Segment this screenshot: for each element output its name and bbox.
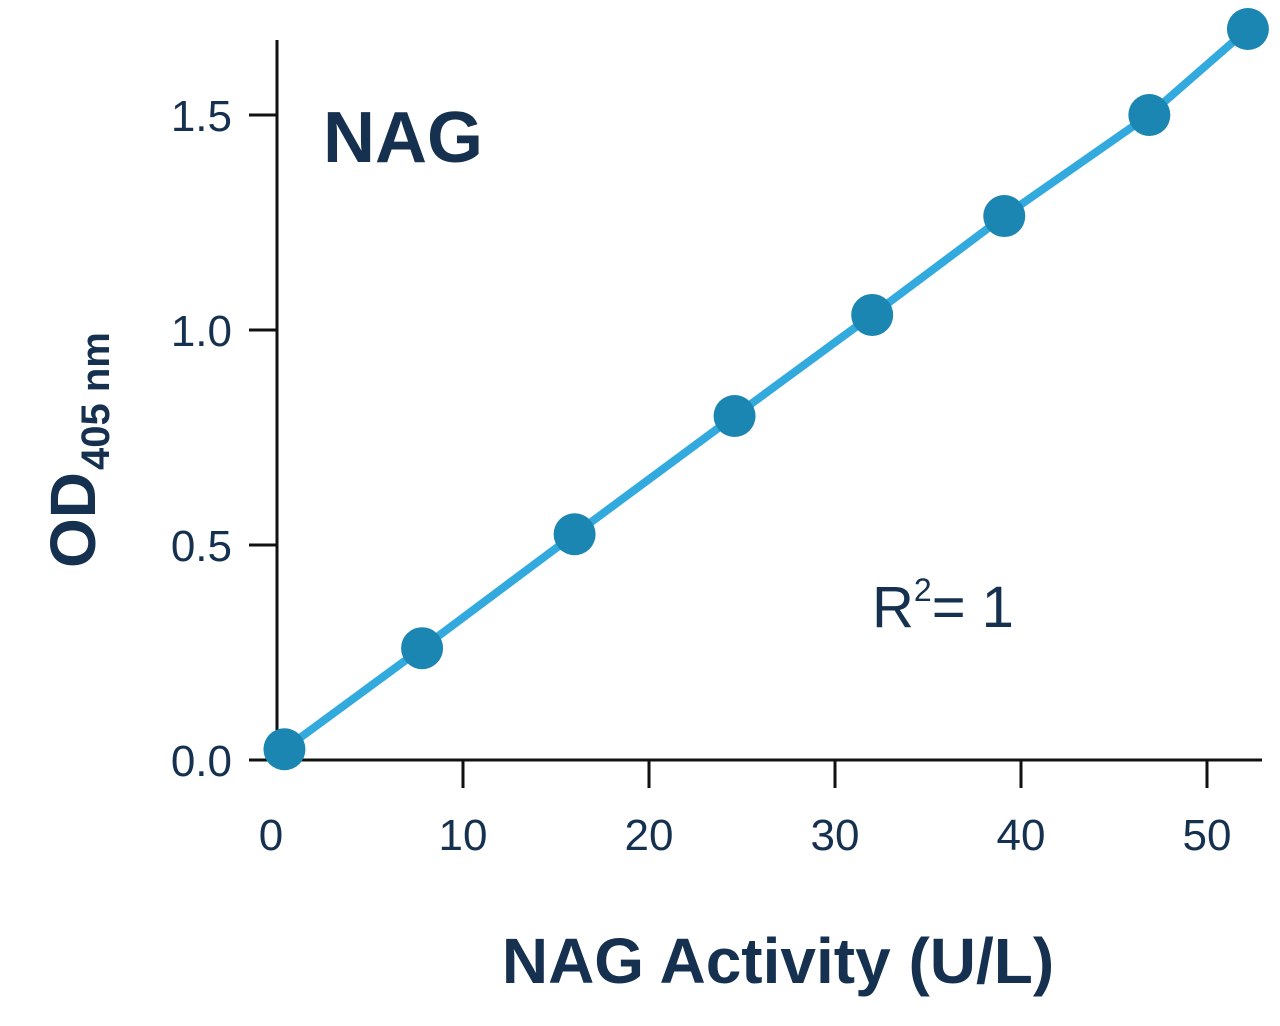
data-point (553, 513, 596, 556)
chart-title: NAG (323, 98, 483, 178)
data-point (851, 293, 894, 336)
y-axis-title: OD405 nm (37, 332, 118, 568)
y-tick-label: 0.0 (171, 737, 232, 786)
data-point (401, 627, 444, 670)
y-tick-label: 1.5 (171, 92, 232, 141)
x-axis-title: NAG Activity (U/L) (502, 925, 1054, 997)
r-squared-annotation: R2= 1 (872, 572, 1014, 640)
x-tick-label: 30 (811, 811, 860, 860)
y-tick-label: 0.5 (171, 522, 232, 571)
data-point (713, 395, 756, 437)
data-point (1128, 94, 1171, 136)
series-line (280, 25, 1252, 754)
data-point (1226, 8, 1269, 50)
x-ticks: 0 10 20 30 40 50 (259, 760, 1232, 860)
x-tick-label: 10 (439, 811, 488, 860)
x-tick-label: 40 (997, 811, 1046, 860)
y-axis-title-subscript: 405 nm (74, 332, 118, 470)
x-tick-label: 50 (1183, 811, 1232, 860)
r-squared-superscript: 2 (914, 572, 932, 608)
r-squared-base: R (872, 575, 914, 640)
r-squared-rest: = 1 (932, 575, 1014, 640)
y-ticks: 0.0 0.5 1.0 1.5 (171, 92, 277, 786)
x-tick-label: 0 (259, 811, 283, 860)
x-tick-label: 20 (625, 811, 674, 860)
y-tick-label: 1.0 (171, 307, 232, 356)
data-points (263, 8, 1269, 771)
data-point (263, 728, 306, 771)
y-axis-title-main: OD (37, 472, 109, 568)
data-point (983, 195, 1026, 238)
